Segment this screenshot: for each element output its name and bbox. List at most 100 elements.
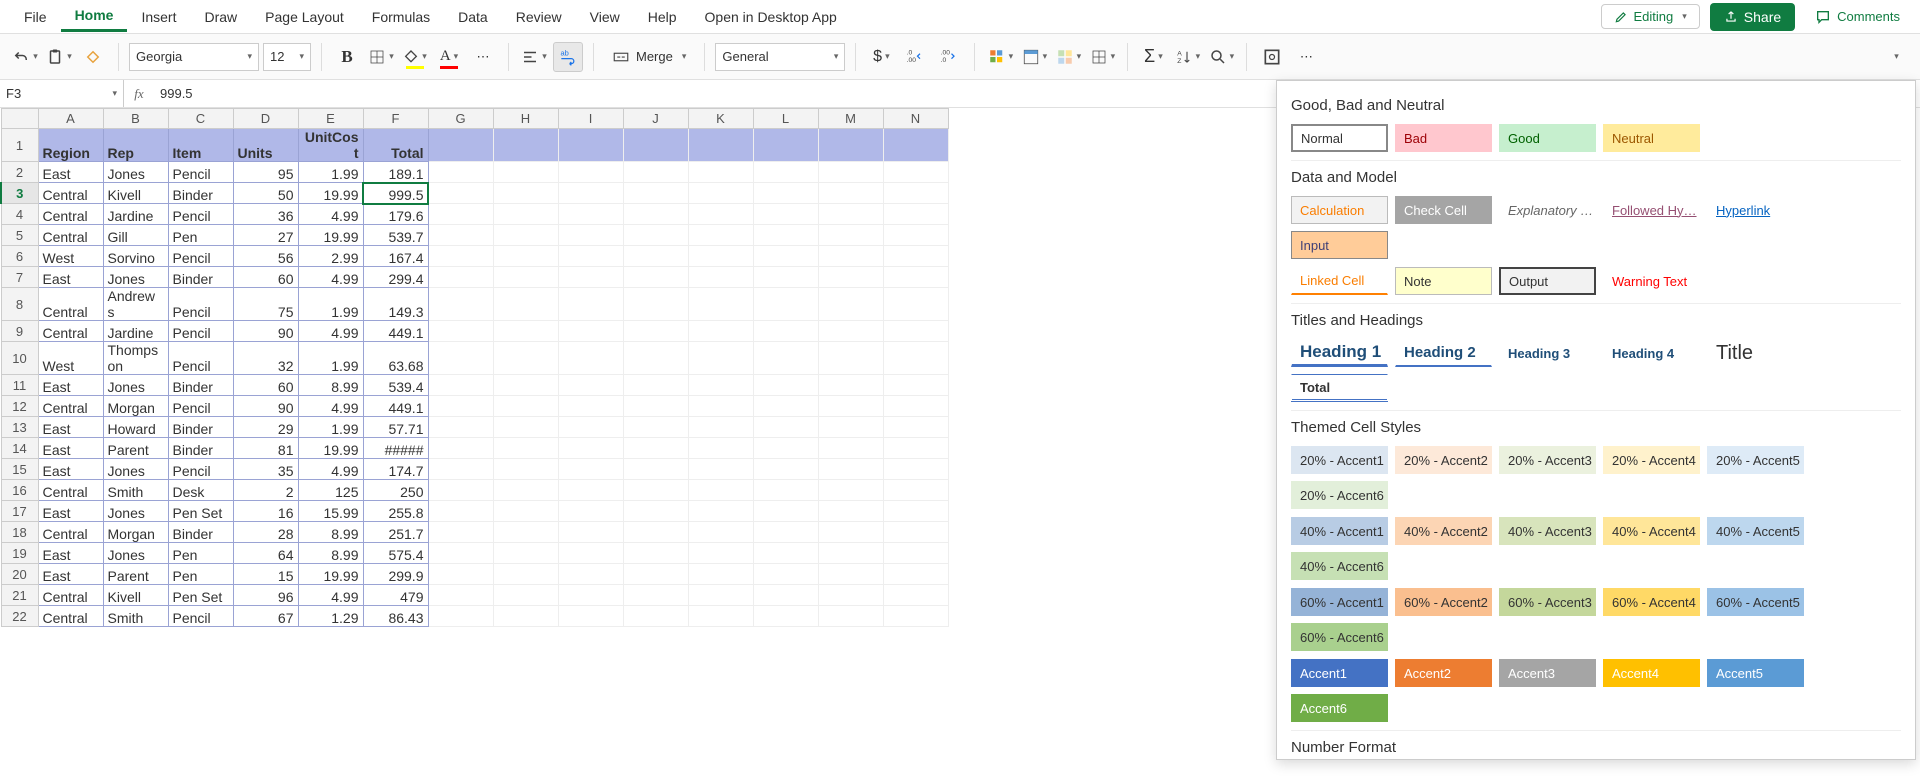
cell-D14[interactable]: 81 [233,438,298,459]
header-cell-total[interactable]: Total [363,129,428,162]
cell-A6[interactable]: West [38,246,103,267]
cell-E4[interactable]: 4.99 [298,204,363,225]
cell-empty[interactable] [558,129,623,162]
style-60-accent1[interactable]: 60% - Accent1 [1291,588,1388,616]
cell-empty[interactable] [818,375,883,396]
style-accent3[interactable]: Accent3 [1499,659,1596,687]
ribbon-collapse-button[interactable]: ▾ [1880,42,1910,72]
grid[interactable]: ABCDEFGHIJKLMN1RegionRepItemUnitsUnitCos… [0,108,949,627]
col-header-D[interactable]: D [233,109,298,129]
more-ribbon-button[interactable]: ⋯ [1291,42,1321,72]
cell-B22[interactable]: Smith [103,606,168,627]
cell-C3[interactable]: Binder [168,183,233,204]
cell-empty[interactable] [688,288,753,321]
cell-E16[interactable]: 125 [298,480,363,501]
cell-B11[interactable]: Jones [103,375,168,396]
cell-F10[interactable]: 63.68 [363,342,428,375]
cell-empty[interactable] [623,396,688,417]
row-header-4[interactable]: 4 [1,204,38,225]
cell-D10[interactable]: 32 [233,342,298,375]
style-hyperlink[interactable]: Hyperlink [1707,196,1804,224]
cell-empty[interactable] [623,459,688,480]
cell-empty[interactable] [883,129,948,162]
cell-empty[interactable] [753,396,818,417]
cell-empty[interactable] [818,459,883,480]
style-20-accent1[interactable]: 20% - Accent1 [1291,446,1388,474]
cell-empty[interactable] [688,543,753,564]
cell-empty[interactable] [623,522,688,543]
cell-E8[interactable]: 1.99 [298,288,363,321]
cell-empty[interactable] [883,321,948,342]
cell-empty[interactable] [558,162,623,183]
row-header-21[interactable]: 21 [1,585,38,606]
cell-B10[interactable]: Thompson [103,342,168,375]
col-header-F[interactable]: F [363,109,428,129]
cell-A10[interactable]: West [38,342,103,375]
cell-E7[interactable]: 4.99 [298,267,363,288]
cell-empty[interactable] [753,204,818,225]
cell-empty[interactable] [753,321,818,342]
cell-A12[interactable]: Central [38,396,103,417]
cell-D11[interactable]: 60 [233,375,298,396]
cell-A22[interactable]: Central [38,606,103,627]
cell-B4[interactable]: Jardine [103,204,168,225]
cell-C20[interactable]: Pen [168,564,233,585]
col-header-A[interactable]: A [38,109,103,129]
cell-D19[interactable]: 64 [233,543,298,564]
header-cell-rep[interactable]: Rep [103,129,168,162]
cell-empty[interactable] [818,129,883,162]
style-accent2[interactable]: Accent2 [1395,659,1492,687]
cell-empty[interactable] [688,438,753,459]
cell-F3[interactable]: 999.5 [363,183,428,204]
cell-empty[interactable] [818,321,883,342]
cell-C21[interactable]: Pen Set [168,585,233,606]
row-header-3[interactable]: 3 [1,183,38,204]
col-header-J[interactable]: J [623,109,688,129]
menu-tab-view[interactable]: View [576,3,634,31]
style-neutral[interactable]: Neutral [1603,124,1700,152]
cell-empty[interactable] [623,564,688,585]
cell-C14[interactable]: Binder [168,438,233,459]
cell-empty[interactable] [558,501,623,522]
cell-empty[interactable] [818,288,883,321]
cell-empty[interactable] [883,225,948,246]
cell-empty[interactable] [883,342,948,375]
style-60-accent3[interactable]: 60% - Accent3 [1499,588,1596,616]
cell-D17[interactable]: 16 [233,501,298,522]
cell-A14[interactable]: East [38,438,103,459]
style-check-cell[interactable]: Check Cell [1395,196,1492,224]
cell-empty[interactable] [493,225,558,246]
cell-empty[interactable] [883,396,948,417]
cell-empty[interactable] [753,375,818,396]
style-title[interactable]: Title [1707,339,1804,367]
cell-empty[interactable] [558,438,623,459]
cell-F9[interactable]: 449.1 [363,321,428,342]
style-60-accent5[interactable]: 60% - Accent5 [1707,588,1804,616]
cell-empty[interactable] [493,501,558,522]
cell-empty[interactable] [883,375,948,396]
col-header-L[interactable]: L [753,109,818,129]
cell-empty[interactable] [428,225,493,246]
row-header-12[interactable]: 12 [1,396,38,417]
cell-empty[interactable] [623,585,688,606]
cell-empty[interactable] [688,375,753,396]
cell-empty[interactable] [623,342,688,375]
style-explanatory-[interactable]: Explanatory … [1499,196,1596,224]
cell-empty[interactable] [623,267,688,288]
row-header-2[interactable]: 2 [1,162,38,183]
cell-C9[interactable]: Pencil [168,321,233,342]
cell-A20[interactable]: East [38,564,103,585]
cell-empty[interactable] [688,501,753,522]
cell-empty[interactable] [753,438,818,459]
col-header-G[interactable]: G [428,109,493,129]
cell-B14[interactable]: Parent [103,438,168,459]
cell-C2[interactable]: Pencil [168,162,233,183]
cell-A15[interactable]: East [38,459,103,480]
cell-D16[interactable]: 2 [233,480,298,501]
cell-empty[interactable] [818,396,883,417]
style-followed-hy-[interactable]: Followed Hy… [1603,196,1700,224]
cell-E19[interactable]: 8.99 [298,543,363,564]
row-header-19[interactable]: 19 [1,543,38,564]
cell-empty[interactable] [818,438,883,459]
cell-empty[interactable] [688,246,753,267]
